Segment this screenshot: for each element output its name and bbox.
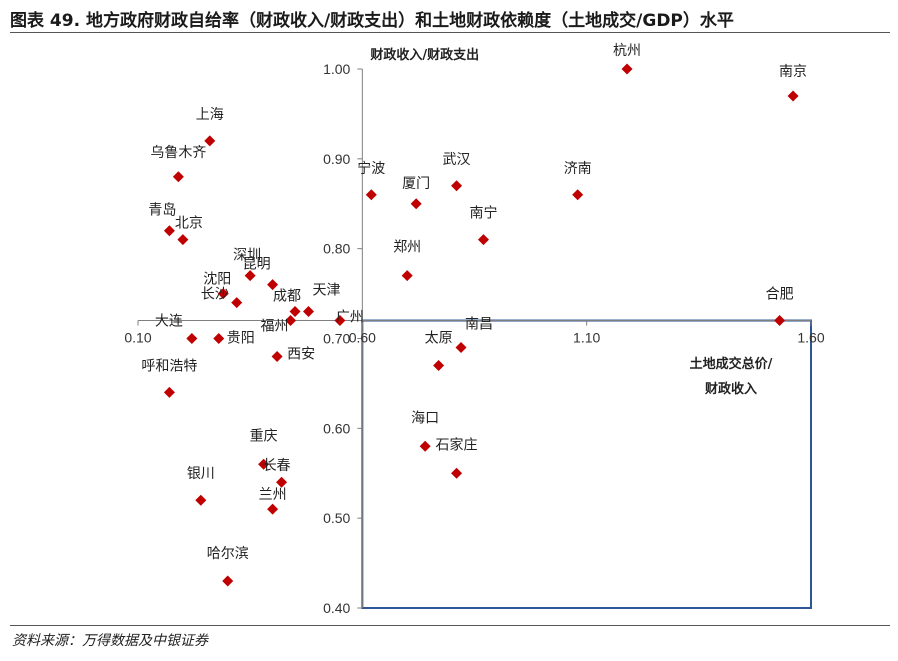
data-point — [163, 386, 175, 398]
data-point — [401, 270, 413, 282]
data-point — [213, 333, 225, 344]
data-label: 深圳 — [233, 248, 261, 264]
data-points — [163, 63, 799, 587]
data-label: 银川 — [187, 466, 215, 482]
data-point — [621, 63, 633, 75]
x-axis-title: 财政收入 — [705, 381, 757, 397]
data-point — [334, 315, 346, 327]
data-point — [271, 350, 283, 362]
data-label: 合肥 — [766, 287, 794, 303]
y-axis-title: 财政收入/财政支出 — [370, 47, 479, 63]
x-tick-label: 1.60 — [797, 330, 824, 346]
data-label: 南昌 — [465, 316, 493, 332]
data-label: 沈阳 — [203, 272, 231, 288]
data-label: 贵阳 — [227, 331, 255, 347]
data-point — [276, 476, 288, 488]
axes: 0.400.500.600.700.800.901.000.10 0.60 1.10… — [124, 47, 824, 616]
data-point — [451, 467, 463, 479]
chart-title: 图表 49. 地方政府财政自给率（财政收入/财政支出）和土地财政依赖度（土地成交… — [10, 11, 734, 31]
data-label: 北京 — [175, 216, 203, 232]
data-point — [410, 198, 422, 210]
y-tick-label: 0.90 — [323, 151, 350, 167]
data-label: 天津 — [312, 283, 340, 299]
data-point — [267, 503, 279, 515]
y-tick-label: 0.50 — [323, 510, 350, 526]
y-tick-label: 0.40 — [323, 600, 350, 616]
y-tick-label: 0.80 — [323, 241, 350, 257]
data-label: 青岛 — [148, 203, 176, 219]
data-label: 长沙 — [201, 287, 229, 303]
data-label: 福州 — [261, 319, 289, 335]
data-label: 济南 — [564, 161, 592, 177]
data-label: 石家庄 — [436, 436, 478, 453]
data-label: 厦门 — [402, 176, 430, 192]
data-label: 哈尔滨 — [207, 546, 249, 562]
y-tick-label: 0.70 — [323, 331, 350, 347]
data-point — [244, 270, 256, 282]
data-point — [231, 297, 243, 309]
data-point — [451, 180, 463, 192]
data-label: 西安 — [287, 346, 315, 362]
source-divider — [10, 625, 890, 626]
y-tick-label: 0.60 — [323, 420, 350, 436]
title-divider — [10, 32, 890, 33]
data-label: 长春 — [263, 458, 291, 474]
data-label: 兰州 — [259, 487, 287, 503]
data-point — [267, 279, 279, 291]
data-label: 乌鲁木齐 — [150, 145, 206, 161]
data-point — [186, 333, 198, 344]
data-label: 南京 — [779, 64, 807, 80]
data-point — [163, 225, 175, 237]
data-label: 呼和浩特 — [141, 358, 197, 374]
data-point — [258, 458, 270, 470]
data-point — [365, 189, 377, 201]
data-label: 上海 — [196, 107, 224, 123]
source-note: 资料来源：万得数据及中银证券 — [12, 633, 208, 649]
data-label: 昆明 — [243, 257, 271, 273]
data-label: 郑州 — [393, 240, 421, 256]
data-point — [172, 171, 184, 183]
x-tick-label: 0.10 — [124, 330, 151, 346]
data-point — [477, 234, 489, 246]
data-label: 海口 — [411, 410, 439, 426]
data-point — [572, 189, 584, 201]
data-point — [195, 494, 207, 506]
data-point — [455, 341, 467, 353]
data-label: 成都 — [273, 289, 301, 305]
data-label: 大连 — [155, 314, 183, 330]
data-point — [289, 306, 301, 318]
data-point — [787, 90, 799, 102]
data-label: 重庆 — [250, 428, 278, 444]
data-point — [774, 315, 786, 327]
data-point — [433, 359, 445, 371]
x-axis-title: 土地成交总价/ — [690, 356, 773, 372]
data-point — [222, 575, 234, 587]
y-tick-label: 1.00 — [323, 61, 350, 77]
data-point — [204, 135, 216, 147]
data-label: 太原 — [425, 330, 453, 346]
data-label: 武汉 — [443, 152, 471, 168]
x-tick-label: 1.10 — [573, 330, 600, 346]
data-label: 宁波 — [357, 160, 385, 177]
x-tick-label: 0.60 — [349, 330, 376, 346]
data-label: 广州 — [336, 310, 364, 326]
data-point — [285, 315, 297, 327]
data-label: 南宁 — [469, 205, 497, 222]
data-point — [419, 440, 431, 452]
data-point — [302, 306, 314, 318]
data-point — [177, 234, 189, 246]
data-point — [217, 288, 229, 300]
data-label: 杭州 — [613, 43, 641, 59]
